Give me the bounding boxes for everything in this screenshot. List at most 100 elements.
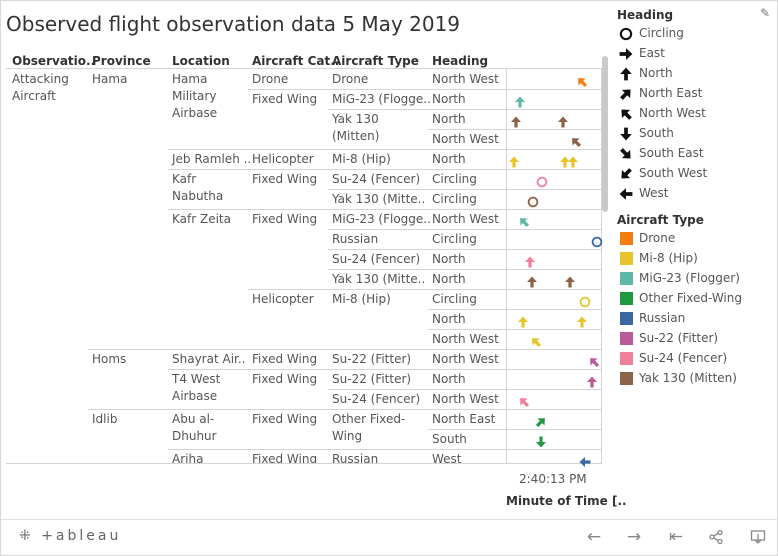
cell-heading[interactable]: North East (432, 412, 496, 426)
cell-aircraft-category[interactable]: Helicopter (252, 152, 314, 166)
vertical-scrollbar[interactable] (602, 56, 608, 212)
flight-mark[interactable] (530, 333, 542, 348)
cell-location[interactable]: T4 West Airbase (172, 372, 221, 403)
cell-aircraft-type[interactable]: Yak 130 (Mitte.. (332, 192, 426, 206)
flight-mark[interactable] (579, 293, 591, 308)
header-location[interactable]: Location (172, 54, 230, 68)
flight-mark[interactable] (524, 253, 536, 268)
cell-aircraft-type[interactable]: Mi-8 (Hip) (332, 292, 391, 306)
flight-mark[interactable] (567, 153, 579, 168)
cell-aircraft-category[interactable]: Fixed Wing (252, 352, 318, 366)
cell-location[interactable]: Jeb Ramleh .. (172, 152, 252, 166)
flight-mark[interactable] (576, 313, 588, 328)
cell-location[interactable]: Kafr Nabutha (172, 172, 224, 203)
flight-mark[interactable] (557, 113, 569, 128)
cell-observation[interactable]: Attacking Aircraft (12, 72, 69, 103)
cell-aircraft-category[interactable]: Fixed Wing (252, 172, 318, 186)
flight-mark[interactable] (579, 453, 591, 467)
cell-aircraft-category[interactable]: Helicopter (252, 292, 314, 306)
cell-province[interactable]: Idlib (92, 412, 118, 426)
cell-location[interactable]: Ariha (172, 452, 204, 463)
revert-button[interactable]: ⇤ (668, 527, 684, 547)
row-divider (88, 349, 602, 350)
flight-mark[interactable] (591, 233, 603, 248)
header-aircraft-type[interactable]: Aircraft Type (332, 54, 419, 68)
cell-heading[interactable]: North West (432, 392, 499, 406)
flight-mark[interactable] (588, 353, 600, 368)
cell-heading[interactable]: Circling (432, 232, 477, 246)
cell-heading[interactable]: North West (432, 332, 499, 346)
cell-aircraft-category[interactable]: Fixed Wing (252, 372, 318, 386)
cell-heading[interactable]: North (432, 372, 466, 386)
cell-aircraft-category[interactable]: Fixed Wing (252, 212, 318, 226)
edit-legend-icon[interactable]: ✎ (760, 6, 771, 20)
redo-button[interactable]: → (626, 527, 642, 547)
flight-mark[interactable] (526, 273, 538, 288)
cell-heading[interactable]: North (432, 112, 466, 126)
cell-province[interactable]: Hama (92, 72, 128, 86)
flight-mark[interactable] (536, 173, 548, 188)
axis-title[interactable]: Minute of Time [.. (506, 494, 627, 508)
cell-aircraft-type[interactable]: Yak 130 (Mitten) (332, 112, 380, 143)
cell-aircraft-type[interactable]: Su-22 (Fitter) (332, 352, 412, 366)
cell-aircraft-type[interactable]: Drone (332, 72, 369, 86)
cell-heading[interactable]: Circling (432, 292, 477, 306)
cell-heading[interactable]: North (432, 92, 466, 106)
cell-aircraft-category[interactable]: Drone (252, 72, 289, 86)
cell-aircraft-type[interactable]: Su-24 (Fencer) (332, 252, 421, 266)
cell-aircraft-type[interactable]: MiG-23 (Flogge.. (332, 92, 431, 106)
cell-aircraft-type[interactable]: Other Fixed-Wing (332, 412, 406, 443)
cell-aircraft-category[interactable]: Fixed Wing (252, 92, 318, 106)
cell-heading[interactable]: North West (432, 352, 499, 366)
header-heading[interactable]: Heading (432, 54, 489, 68)
cell-heading[interactable]: North West (432, 212, 499, 226)
flight-mark[interactable] (559, 153, 571, 168)
header-observation[interactable]: Observatio.. (12, 54, 96, 68)
cell-heading[interactable]: West (432, 452, 462, 463)
cell-heading[interactable]: Circling (432, 192, 477, 206)
cell-heading[interactable]: North (432, 272, 466, 286)
download-button[interactable] (747, 526, 769, 548)
cell-aircraft-category[interactable]: Fixed Wing (252, 452, 318, 463)
flight-mark[interactable] (570, 133, 582, 148)
flight-mark[interactable] (535, 433, 547, 448)
share-button[interactable] (705, 526, 727, 548)
cell-aircraft-type[interactable]: Yak 130 (Mitte.. (332, 272, 426, 286)
cell-heading[interactable]: North (432, 252, 466, 266)
flight-mark[interactable] (518, 393, 530, 408)
flight-mark[interactable] (517, 313, 529, 328)
cell-heading[interactable]: Circling (432, 172, 477, 186)
cell-location[interactable]: Kafr Zeita (172, 212, 231, 226)
cell-location[interactable]: Hama Military Airbase (172, 72, 218, 120)
row-divider (328, 229, 602, 230)
flight-mark[interactable] (510, 113, 522, 128)
cell-location[interactable]: Shayrat Air.. (172, 352, 246, 366)
cell-aircraft-type[interactable]: Su-22 (Fitter) (332, 372, 412, 386)
header-province[interactable]: Province (92, 54, 151, 68)
cell-heading[interactable]: North West (432, 72, 499, 86)
flight-mark[interactable] (586, 373, 598, 388)
flight-mark[interactable] (564, 273, 576, 288)
cell-province[interactable]: Homs (92, 352, 127, 366)
cell-aircraft-type[interactable]: Russian (332, 232, 379, 246)
cell-aircraft-type[interactable]: Su-24 (Fencer) (332, 172, 421, 186)
cell-aircraft-type[interactable]: Russian (332, 452, 379, 463)
cell-heading[interactable]: North (432, 152, 466, 166)
flight-mark[interactable] (527, 193, 539, 208)
flight-mark[interactable] (514, 93, 526, 108)
tableau-logo[interactable]: ⁜ +ableau (19, 528, 121, 544)
cell-aircraft-type[interactable]: Su-24 (Fencer) (332, 392, 421, 406)
cell-aircraft-type[interactable]: Mi-8 (Hip) (332, 152, 391, 166)
header-aircraft-category[interactable]: Aircraft Cat.. (252, 54, 340, 68)
cell-heading[interactable]: South (432, 432, 467, 446)
cell-aircraft-category[interactable]: Fixed Wing (252, 412, 318, 426)
cell-heading[interactable]: North West (432, 132, 499, 146)
cell-aircraft-type[interactable]: MiG-23 (Flogge.. (332, 212, 431, 226)
flight-mark[interactable] (508, 153, 520, 168)
flight-mark[interactable] (535, 413, 547, 428)
cell-location[interactable]: Abu al-Dhuhur (172, 412, 217, 443)
cell-heading[interactable]: North (432, 312, 466, 326)
flight-mark[interactable] (518, 213, 530, 228)
undo-button[interactable]: ← (586, 527, 602, 547)
flight-mark[interactable] (576, 73, 588, 88)
